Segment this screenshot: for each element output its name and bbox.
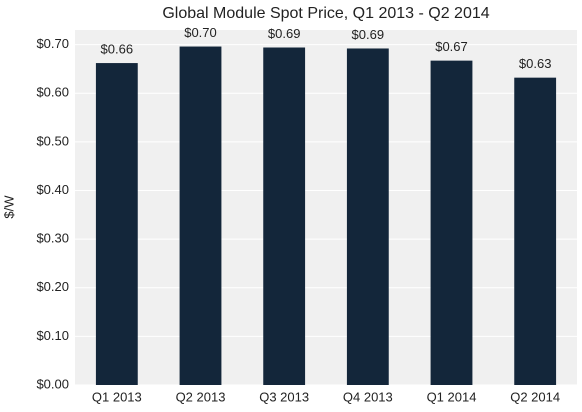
y-tick-label: $0.40 <box>36 182 69 197</box>
value-label: $0.66 <box>101 42 134 57</box>
value-label: $0.70 <box>184 25 217 40</box>
bar <box>95 63 138 386</box>
bar <box>179 46 222 386</box>
y-tick-label: $0.10 <box>36 328 69 343</box>
x-tick-label: Q2 2014 <box>510 389 560 404</box>
y-axis-label: $/W <box>1 195 16 219</box>
y-tick-label: $0.20 <box>36 279 69 294</box>
plot-area <box>75 30 577 385</box>
x-tick-label: Q3 2013 <box>259 389 309 404</box>
value-label: $0.69 <box>268 26 301 41</box>
value-label: $0.63 <box>519 56 552 71</box>
x-tick-label: Q4 2013 <box>343 389 393 404</box>
y-tick-label: $0.70 <box>36 36 69 51</box>
bar <box>346 48 389 385</box>
bar <box>263 47 306 386</box>
x-tick-label: Q2 2013 <box>176 389 226 404</box>
x-tick-label: Q1 2013 <box>92 389 142 404</box>
bar <box>430 60 473 385</box>
y-tick-label: $0.00 <box>36 376 69 391</box>
y-tick-label: $0.50 <box>36 133 69 148</box>
chart-title: Global Module Spot Price, Q1 2013 - Q2 2… <box>162 5 489 22</box>
value-label: $0.67 <box>435 39 468 54</box>
y-tick-label: $0.30 <box>36 231 69 246</box>
bar <box>514 77 557 385</box>
y-tick-label: $0.60 <box>36 85 69 100</box>
x-tick-label: Q1 2014 <box>427 389 477 404</box>
value-label: $0.69 <box>352 27 385 42</box>
